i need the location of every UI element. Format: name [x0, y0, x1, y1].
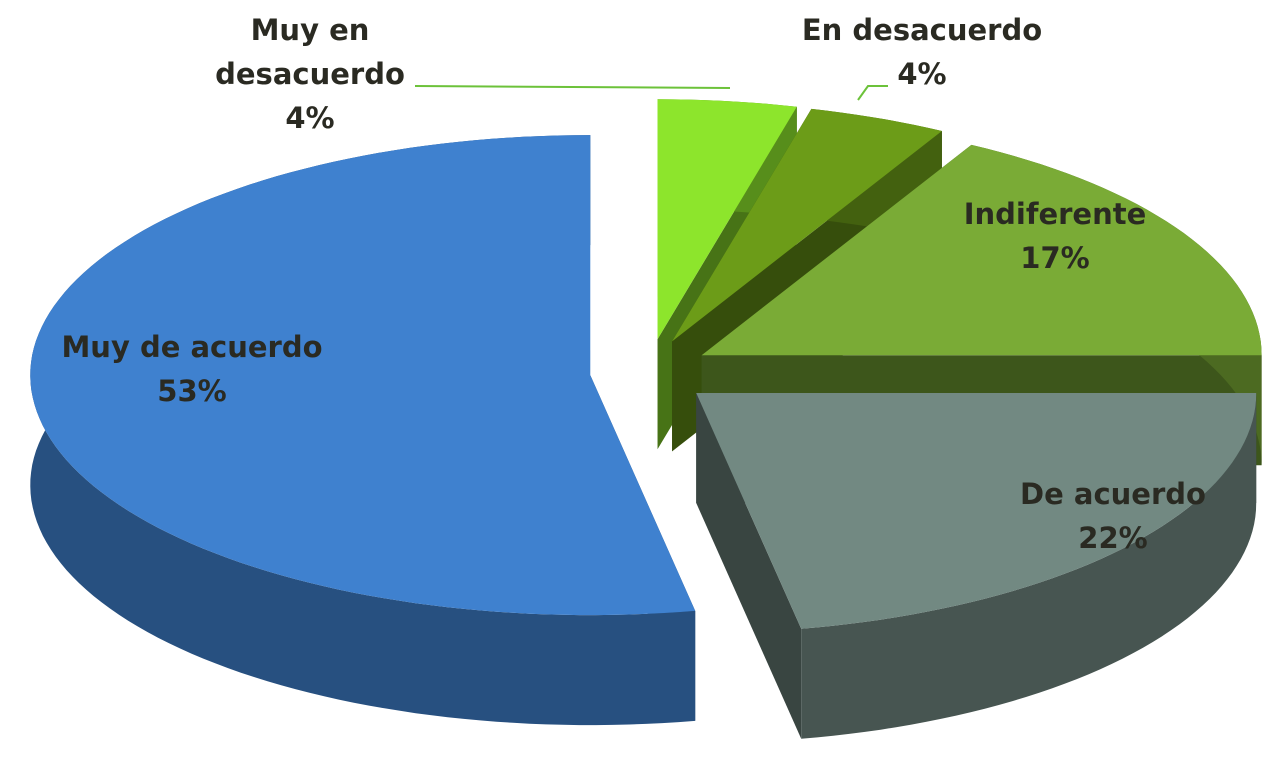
value-label: 17%: [1020, 241, 1090, 275]
slice-label: En desacuerdo 4%: [772, 8, 1072, 96]
slice: [701, 144, 1262, 356]
slice-wall: [801, 393, 1257, 739]
category-label: Muy de acuerdo: [61, 330, 323, 364]
slice: [30, 135, 696, 616]
slice-side: [696, 393, 802, 739]
category-label: En desacuerdo: [801, 13, 1043, 47]
category-label: Indiferente: [963, 197, 1147, 231]
value-label: 4%: [285, 101, 335, 135]
slice-label: De acuerdo 22%: [983, 472, 1243, 560]
leader-line: [414, 85, 731, 89]
category-label: De acuerdo: [1020, 477, 1206, 511]
pie: [30, 99, 1262, 739]
slice: [672, 108, 942, 342]
slice-label: Muy en desacuerdo 4%: [195, 8, 425, 140]
slice-label: Muy de acuerdo 53%: [32, 325, 352, 413]
slice-label: Indiferente 17%: [925, 192, 1185, 280]
slice: [696, 393, 1257, 629]
value-label: 4%: [897, 57, 947, 91]
value-label: 53%: [157, 374, 227, 408]
category-label: Muy en desacuerdo: [215, 13, 405, 91]
leader-line: [857, 85, 888, 101]
value-label: 22%: [1078, 521, 1148, 555]
slice: [657, 99, 797, 340]
